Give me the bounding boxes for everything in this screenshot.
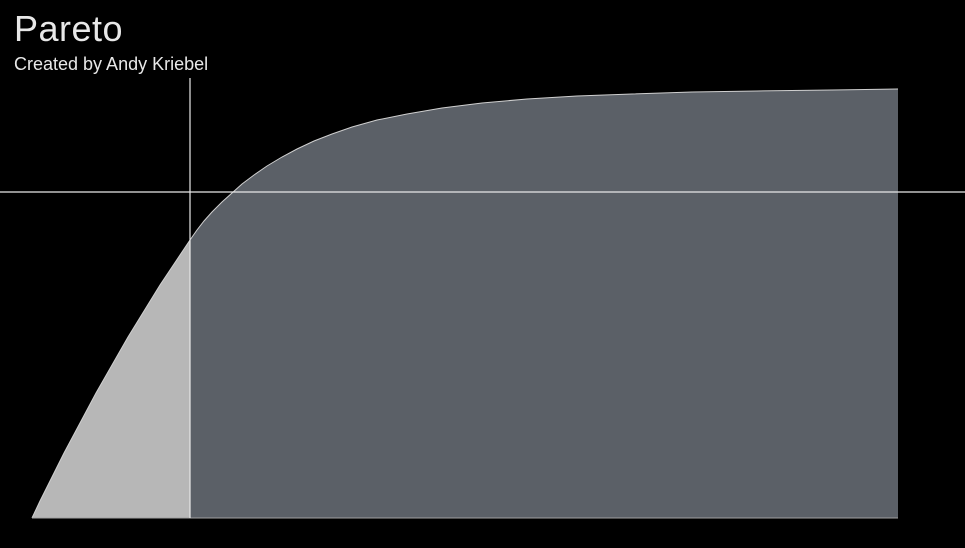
pareto-chart xyxy=(32,88,950,518)
page-title: Pareto xyxy=(14,8,123,50)
page-subtitle: Created by Andy Kriebel xyxy=(14,54,208,75)
chart-svg xyxy=(32,88,950,518)
area-right xyxy=(190,89,898,518)
area-left xyxy=(32,240,190,518)
